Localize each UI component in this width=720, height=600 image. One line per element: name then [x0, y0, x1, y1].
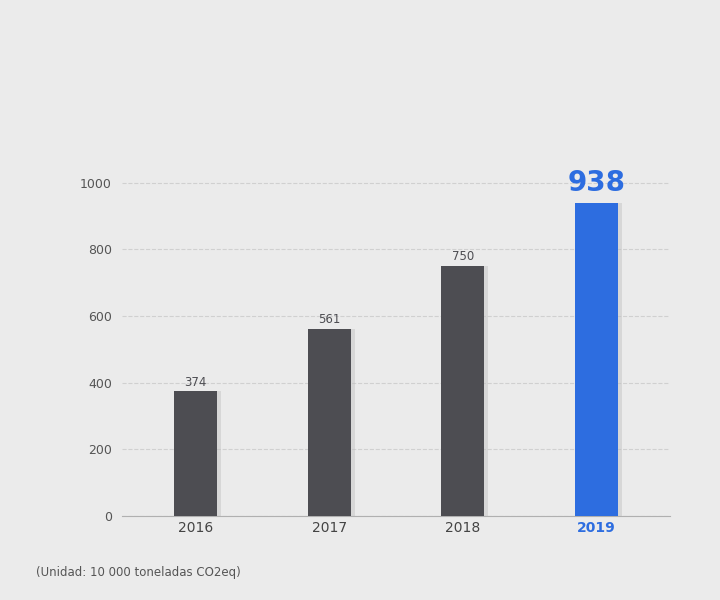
Text: 750: 750 — [451, 250, 474, 263]
Bar — [179, 391, 221, 516]
Text: 374: 374 — [184, 376, 207, 389]
Bar — [174, 391, 217, 516]
Bar — [441, 266, 484, 516]
Bar — [579, 203, 621, 516]
Bar — [312, 329, 355, 516]
Text: 938: 938 — [567, 169, 625, 197]
Text: 561: 561 — [318, 313, 341, 326]
Bar — [575, 203, 618, 516]
Bar — [308, 329, 351, 516]
Bar — [446, 266, 488, 516]
Text: (Unidad: 10 000 toneladas CO2eq): (Unidad: 10 000 toneladas CO2eq) — [36, 566, 240, 579]
